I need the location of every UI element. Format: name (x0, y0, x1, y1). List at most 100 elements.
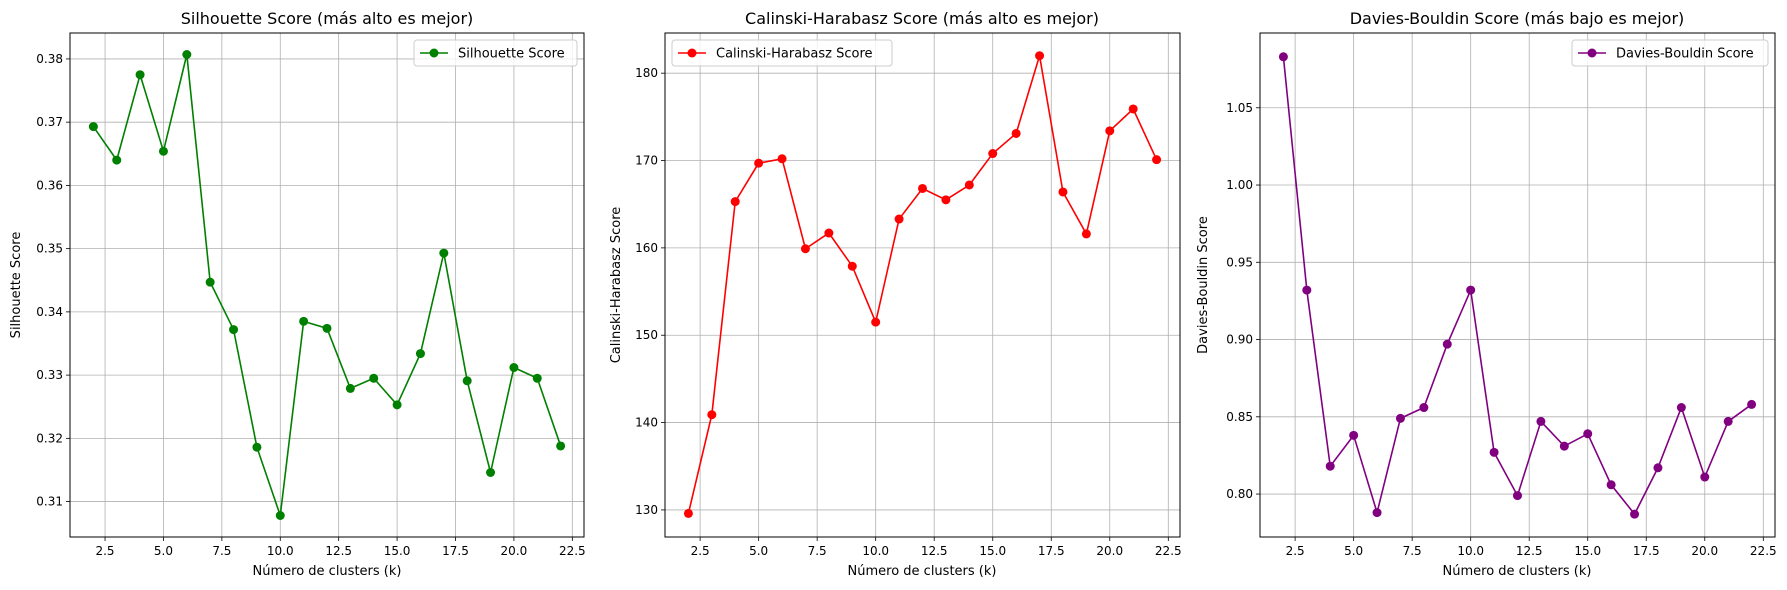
x-tick-label: 7.5 (1403, 544, 1422, 558)
data-point (369, 373, 379, 383)
y-tick-label: 0.32 (36, 431, 63, 445)
data-point (486, 467, 496, 477)
data-point (1325, 461, 1335, 471)
y-axis-label: Calinski-Harabasz Score (609, 207, 624, 364)
data-point (1278, 52, 1288, 62)
data-point (941, 195, 951, 205)
x-axis-label: Número de clusters (k) (253, 564, 402, 579)
panel-calinski-harabasz: Calinski-Harabasz Score (más alto es mej… (609, 9, 1182, 579)
data-point (1128, 104, 1138, 114)
y-tick-label: 0.80 (1226, 487, 1253, 501)
x-tick-label: 10.0 (1457, 544, 1484, 558)
x-tick-label: 5.0 (1344, 544, 1363, 558)
x-tick-label: 15.0 (979, 544, 1006, 558)
series (683, 51, 1162, 518)
data-point (754, 158, 764, 168)
x-tick-label: 5.0 (154, 544, 173, 558)
legend-marker (687, 48, 697, 58)
plot-frame (69, 32, 585, 538)
y-tick-label: 0.31 (36, 495, 63, 509)
y-tick-label: 130 (635, 503, 658, 517)
data-point (275, 510, 285, 520)
legend-box (1571, 39, 1769, 67)
y-tick-label: 0.35 (36, 242, 63, 256)
data-point (1419, 403, 1429, 413)
data-point (112, 155, 122, 165)
data-point (299, 316, 309, 326)
data-point (1442, 339, 1452, 349)
data-point (1011, 128, 1021, 138)
data-point (800, 244, 810, 254)
y-tick-label: 140 (635, 416, 658, 430)
x-tick-label: 17.5 (442, 544, 469, 558)
legend-label: Calinski-Harabasz Score (716, 47, 873, 62)
x-tick-label: 20.0 (1096, 544, 1123, 558)
y-tick-label: 150 (635, 328, 658, 342)
x-ticks: 2.5 5.0 7.5 10.0 12.5 15.0 17.5 20.0 22.5 (95, 537, 586, 558)
data-point (1081, 229, 1091, 239)
data-point (462, 376, 472, 386)
data-point (824, 228, 834, 238)
x-tick-label: 7.5 (212, 544, 231, 558)
y-tick-label: 0.36 (36, 178, 63, 192)
data-point (1723, 416, 1733, 426)
y-tick-label: 180 (635, 66, 658, 80)
y-axis-label: Silhouette Score (9, 232, 24, 339)
chart-title: Davies-Bouldin Score (más bajo es mejor) (1350, 9, 1685, 28)
data-point (229, 325, 239, 335)
data-point (1747, 399, 1757, 409)
x-tick-label: 12.5 (325, 544, 352, 558)
x-tick-label: 2.5 (1286, 544, 1305, 558)
x-tick-label: 12.5 (1516, 544, 1543, 558)
data-point (345, 383, 355, 393)
legend: Silhouette Score (413, 39, 578, 67)
data-point (322, 323, 332, 333)
data-point (1302, 285, 1312, 295)
y-tick-label: 0.34 (36, 305, 63, 319)
data-point (918, 183, 927, 193)
data-point (1583, 429, 1593, 439)
x-axis-label: Número de clusters (k) (1443, 564, 1592, 579)
plot-frame (1259, 32, 1776, 538)
x-tick-label: 15.0 (384, 544, 411, 558)
data-point (683, 508, 693, 518)
grid (70, 33, 584, 537)
x-tick-label: 22.5 (559, 544, 586, 558)
y-ticks: 130 140 150 160 170 180 (635, 66, 665, 517)
data-point (1513, 491, 1522, 501)
y-ticks: 0.80 0.85 0.90 0.95 1.00 1.05 (1226, 101, 1260, 501)
y-tick-label: 0.90 (1226, 333, 1253, 347)
data-point (1676, 403, 1686, 413)
x-axis-label: Número de clusters (k) (848, 564, 997, 579)
y-tick-label: 160 (635, 241, 658, 255)
data-point (205, 277, 215, 287)
y-tick-label: 1.00 (1226, 178, 1253, 192)
legend-box (671, 39, 893, 67)
y-tick-label: 170 (635, 154, 658, 168)
data-point (707, 410, 717, 420)
x-tick-label: 2.5 (95, 544, 114, 558)
plot-frame (664, 32, 1181, 538)
data-point (439, 248, 449, 258)
data-point (847, 261, 857, 271)
panel-davies-bouldin: Davies-Bouldin Score (más bajo es mejor)… (1196, 9, 1777, 579)
x-tick-label: 10.0 (267, 544, 294, 558)
x-tick-label: 22.5 (1750, 544, 1777, 558)
x-tick-label: 20.0 (1691, 544, 1718, 558)
y-axis-label: Davies-Bouldin Score (1196, 216, 1211, 354)
legend-marker (1587, 48, 1597, 58)
legend: Calinski-Harabasz Score (671, 39, 893, 67)
x-ticks: 2.5 5.0 7.5 10.0 12.5 15.0 17.5 20.0 22.5 (1286, 537, 1777, 558)
y-tick-label: 0.95 (1226, 255, 1253, 269)
x-tick-label: 15.0 (1574, 544, 1601, 558)
y-tick-label: 1.05 (1226, 101, 1253, 115)
data-point (1105, 126, 1115, 136)
data-point (415, 349, 425, 359)
x-tick-label: 17.5 (1633, 544, 1660, 558)
legend: Davies-Bouldin Score (1571, 39, 1769, 67)
y-tick-label: 0.37 (36, 115, 63, 129)
x-tick-label: 10.0 (862, 544, 889, 558)
x-tick-label: 2.5 (691, 544, 710, 558)
